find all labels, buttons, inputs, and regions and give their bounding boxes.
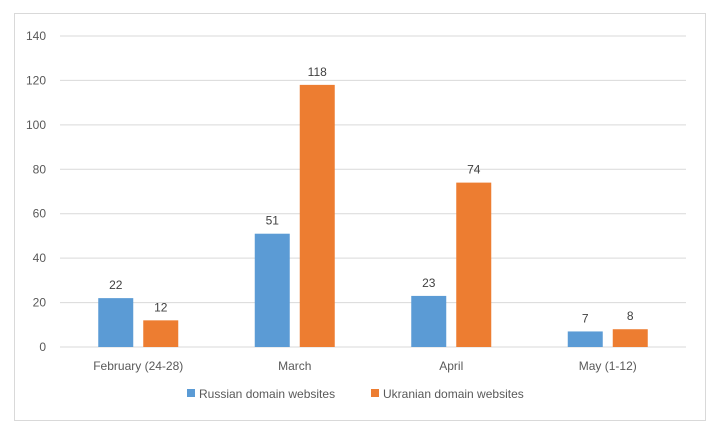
data-labels: 22 12 51 118 23 74 7 8 — [109, 65, 634, 326]
bar — [299, 84, 335, 347]
y-tick-label: 80 — [33, 162, 47, 176]
y-tick-label: 40 — [33, 251, 47, 265]
y-tick-label: 100 — [26, 118, 46, 132]
x-tick-label: May (1-12) — [579, 359, 637, 373]
data-label: 22 — [109, 278, 123, 292]
x-tick-label: March — [278, 359, 311, 373]
y-tick-label: 60 — [33, 207, 47, 221]
bar — [143, 320, 179, 347]
y-axis-ticks: 0 20 40 60 80 100 120 140 — [26, 29, 46, 354]
data-label: 8 — [627, 309, 634, 323]
bar — [567, 331, 603, 347]
data-label: 23 — [422, 276, 436, 290]
legend-swatch — [371, 389, 379, 397]
bar — [254, 233, 290, 347]
legend-label: Ukranian domain websites — [383, 387, 524, 401]
x-tick-label: February (24-28) — [93, 359, 183, 373]
bar — [98, 298, 134, 347]
bar — [411, 295, 447, 347]
y-tick-label: 140 — [26, 29, 46, 43]
legend-label: Russian domain websites — [199, 387, 335, 401]
data-label: 51 — [266, 214, 280, 228]
x-axis-ticks: February (24-28) March April May (1-12) — [93, 359, 637, 373]
data-label: 12 — [154, 300, 168, 314]
data-label: 74 — [467, 163, 481, 177]
data-label: 7 — [582, 311, 589, 325]
chart-frame — [14, 13, 706, 421]
bars — [98, 84, 648, 347]
x-tick-label: April — [439, 359, 463, 373]
data-label: 118 — [308, 65, 327, 79]
y-tick-label: 0 — [39, 340, 46, 354]
y-tick-label: 20 — [33, 296, 47, 310]
y-tick-label: 120 — [26, 73, 46, 87]
legend-swatch — [187, 389, 195, 397]
bar — [612, 329, 648, 347]
bar — [456, 182, 492, 347]
legend: Russian domain websites Ukranian domain w… — [187, 387, 524, 401]
